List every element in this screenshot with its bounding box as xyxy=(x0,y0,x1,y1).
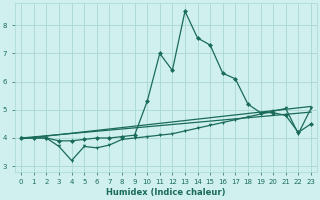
X-axis label: Humidex (Indice chaleur): Humidex (Indice chaleur) xyxy=(106,188,226,197)
